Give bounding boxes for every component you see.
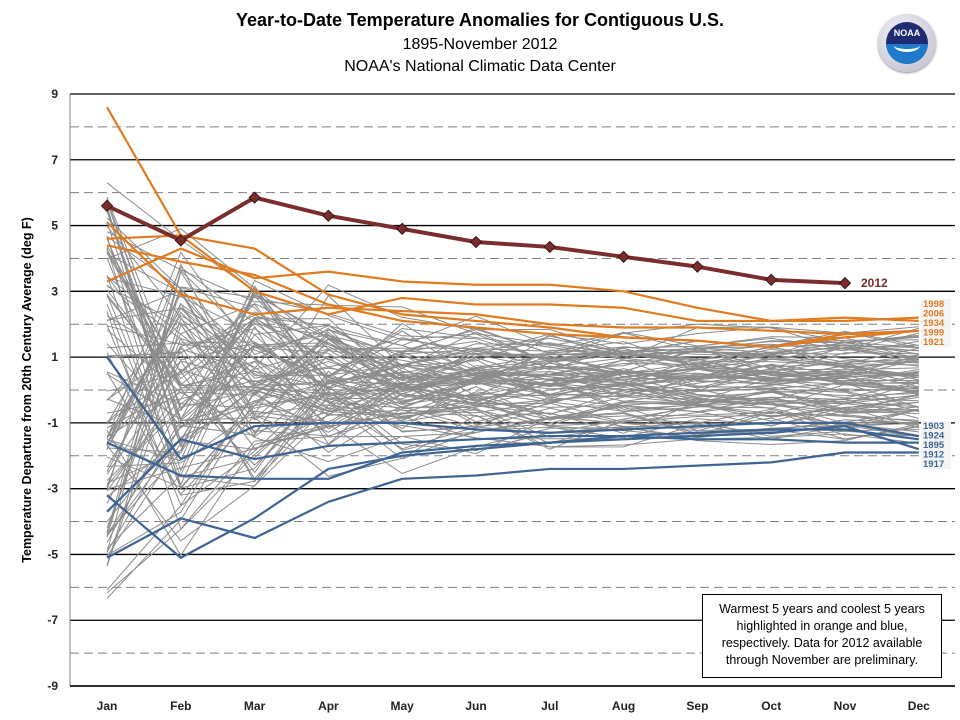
series-line-1921 [106, 244, 919, 349]
background-series-line [106, 286, 919, 487]
y-tick-label: 1 [51, 350, 58, 364]
y-tick-label: 5 [51, 219, 58, 233]
background-series-line [106, 371, 919, 415]
x-tick-label: Apr [318, 699, 339, 713]
background-series-line [106, 329, 919, 438]
background-series-line [106, 381, 919, 488]
label-background [921, 299, 951, 309]
background-series-line [106, 269, 919, 534]
seagull-icon [894, 39, 920, 52]
series-line-1999 [106, 221, 919, 336]
series-line-1895 [106, 434, 919, 513]
background-series-line [106, 263, 919, 490]
series-label-1999: 1999 [923, 328, 944, 339]
y-tick-label: 9 [51, 87, 58, 101]
y-tick-label: -9 [47, 679, 58, 693]
background-series-line [106, 333, 919, 498]
data-point-2012 [617, 250, 630, 264]
data-point-2012 [543, 240, 557, 254]
series-line-2006 [106, 106, 919, 323]
background-series-line [106, 323, 919, 566]
series-label-1917: 1917 [923, 459, 944, 470]
background-series-line [106, 208, 919, 448]
background-series-line [106, 367, 919, 487]
label-background [921, 430, 951, 441]
series-line-1912 [106, 425, 920, 559]
series-label-1912: 1912 [923, 450, 944, 461]
x-tick-label: Mar [244, 699, 266, 713]
label-background [921, 421, 951, 431]
data-point-2012 [100, 199, 114, 213]
label-background [921, 337, 951, 347]
x-tick-label: Jun [465, 699, 486, 713]
series-label-1924: 1924 [923, 431, 945, 442]
y-tick-label: -5 [47, 547, 58, 561]
logo-text: NOAA [893, 28, 921, 38]
data-point-2012 [395, 222, 409, 236]
x-tick-label: Feb [170, 699, 191, 713]
x-tick-label: Dec [908, 699, 930, 713]
x-tick-label: Sep [686, 699, 708, 713]
label-background [921, 449, 951, 460]
label-background [921, 459, 951, 469]
background-series-line [106, 341, 919, 430]
chart-subtitle: 1895-November 2012 [402, 36, 558, 53]
highlight-series [100, 106, 920, 559]
series-label-1921: 1921 [923, 337, 945, 348]
x-tick-label: Jul [541, 699, 558, 713]
label-background [921, 308, 951, 319]
background-series-line [106, 342, 919, 523]
background-series-line [106, 257, 919, 447]
data-point-2012 [691, 260, 704, 273]
y-tick-label: -3 [47, 482, 58, 496]
series-line-1917 [106, 451, 919, 559]
x-tick-label: Oct [761, 699, 781, 713]
data-point-2012 [322, 209, 335, 222]
background-series-line [106, 400, 919, 599]
series-line-1903 [106, 356, 919, 461]
background-series-line [106, 337, 919, 528]
x-tick-label: Aug [612, 699, 635, 713]
label-background [921, 318, 951, 328]
x-tick-label: May [391, 699, 415, 713]
background-series-line [106, 352, 919, 496]
series-label-1903: 1903 [923, 421, 944, 432]
series-line-1998 [106, 247, 919, 323]
background-series-line [106, 385, 919, 487]
background-series-line [106, 294, 919, 484]
annotation-box: Warmest 5 years and coolest 5 years high… [702, 594, 942, 678]
background-series-line [106, 275, 919, 395]
data-point-2012 [764, 273, 778, 287]
y-tick-label: 7 [51, 153, 58, 167]
series-label-2012: 2012 [861, 276, 888, 290]
background-series-line [106, 315, 919, 430]
data-point-2012 [248, 191, 261, 204]
chart-title: Year-to-Date Temperature Anomalies for C… [235, 10, 725, 30]
background-series-line [106, 345, 919, 543]
x-tick-label: Jan [97, 699, 118, 713]
series-label-1934: 1934 [923, 318, 945, 329]
series-label-1895: 1895 [923, 440, 945, 451]
label-background [921, 440, 951, 450]
y-tick-label: -1 [47, 416, 58, 430]
noaa-logo: NOAA [878, 14, 936, 72]
axes: 9 7 5 3 1 -1 -3 -5 -7 -9 Jan Feb Mar Apr May Jun Jul Aug S… [47, 87, 955, 713]
data-point-2012 [174, 234, 188, 247]
series-label-1998: 1998 [923, 299, 944, 310]
background-series-line [106, 332, 919, 443]
data-point-2012 [469, 235, 483, 249]
y-tick-label: 3 [51, 284, 58, 298]
series-label-2006: 2006 [923, 309, 944, 320]
series-line-1924 [106, 428, 919, 480]
y-axis-label: Temperature Departure from 20th Century … [20, 217, 34, 562]
data-point-2012 [838, 276, 852, 290]
y-tick-label: -7 [47, 613, 58, 627]
x-tick-label: Nov [834, 699, 857, 713]
background-series-line [106, 228, 919, 354]
chart-source: NOAA's National Climatic Data Center [344, 58, 616, 75]
label-background [921, 327, 951, 338]
